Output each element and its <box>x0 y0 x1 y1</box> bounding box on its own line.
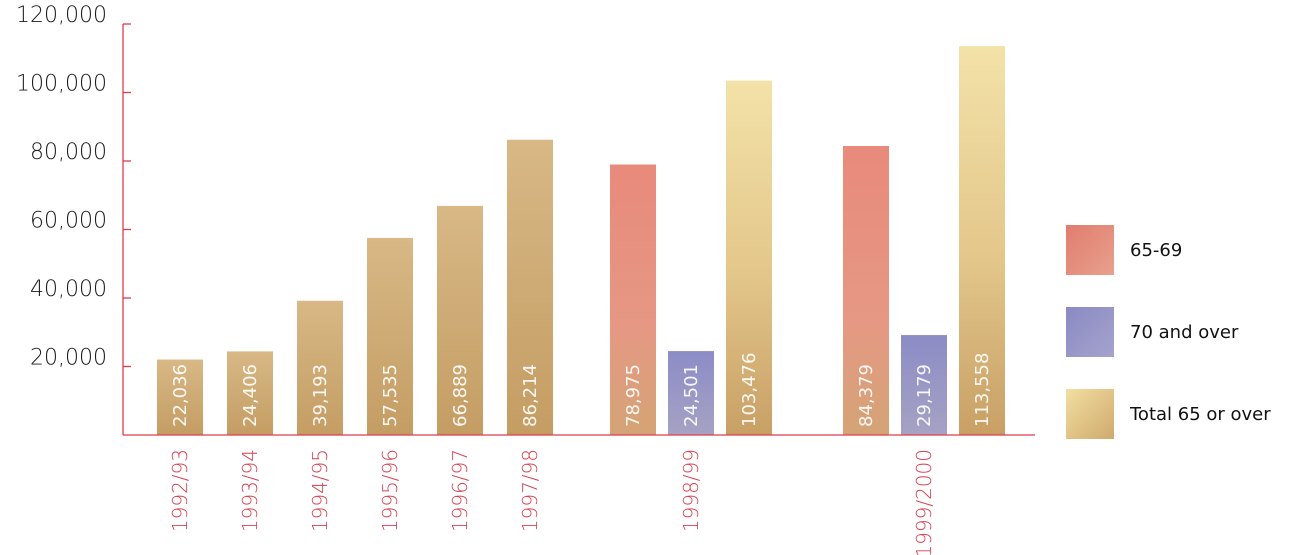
bar-value-label: 22,036 <box>170 364 191 427</box>
bar-s70-1998-99 <box>668 351 714 435</box>
bar-value-label: 86,214 <box>520 364 541 427</box>
x-category-label: 1997/98 <box>518 449 542 532</box>
x-category-label: 1992/93 <box>168 449 192 532</box>
bar-total-1996-97 <box>437 205 483 435</box>
x-category-label: 1999/2000 <box>912 449 936 555</box>
bar-value-label: 113,558 <box>972 353 993 427</box>
y-tick-label: 20,000 <box>30 346 107 371</box>
bar-total-1997-98 <box>507 139 553 436</box>
y-tick-label: 100,000 <box>16 72 107 97</box>
bar-total-1995-96 <box>367 237 413 435</box>
legend-swatch-total <box>1066 389 1114 439</box>
x-category-label: 1993/94 <box>238 449 262 532</box>
bar-value-label: 66,889 <box>450 364 471 427</box>
bar-value-label: 57,535 <box>380 364 401 427</box>
bar-total-1992-93 <box>157 359 203 435</box>
bar-value-label: 84,379 <box>856 364 877 427</box>
y-tick-label: 80,000 <box>30 140 107 165</box>
legend-label-s6569: 65-69 <box>1130 240 1182 261</box>
bar-value-label: 39,193 <box>310 364 331 427</box>
bar-value-label: 24,501 <box>681 364 702 427</box>
bar-value-label: 24,406 <box>240 364 261 427</box>
x-category-label: 1998/99 <box>679 449 703 532</box>
bar-total-1998-99 <box>726 80 772 436</box>
legend-label-total: Total 65 or over <box>1129 404 1271 425</box>
bar-s70-1999-2000 <box>901 335 947 435</box>
x-category-label: 1994/95 <box>308 449 332 532</box>
bar-s6569-1998-99 <box>610 164 656 435</box>
x-category-label: 1996/97 <box>448 449 472 532</box>
x-category-label: 1995/96 <box>378 449 402 532</box>
bar-s6569-1999-2000 <box>843 146 889 435</box>
y-tick-label: 120,000 <box>16 3 107 28</box>
bar-total-1993-94 <box>227 351 273 435</box>
bar-value-label: 103,476 <box>739 353 760 427</box>
y-tick-label: 40,000 <box>30 277 107 302</box>
legend-swatch-s6569 <box>1066 225 1114 275</box>
bar-total-1999-2000 <box>959 46 1005 436</box>
bar-value-label: 78,975 <box>623 364 644 427</box>
legend-label-s70: 70 and over <box>1130 322 1239 343</box>
legend-swatch-s70 <box>1066 307 1114 357</box>
y-tick-label: 60,000 <box>30 209 107 234</box>
bar-value-label: 29,179 <box>914 364 935 427</box>
bar-total-1994-95 <box>297 300 343 435</box>
